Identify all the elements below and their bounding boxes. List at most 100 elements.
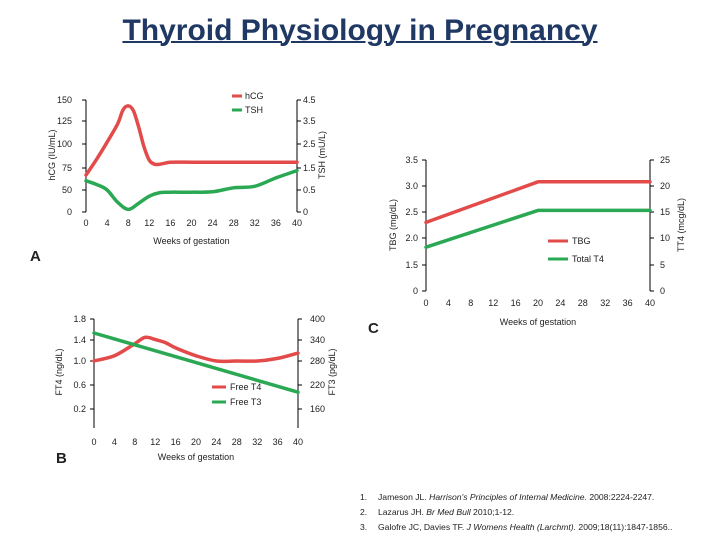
chart-c-x-axis-title: Weeks of gestation [500, 317, 576, 327]
chart-c-left-tick-label: 3.5 [405, 155, 418, 165]
chart-b-x-tick-label: 32 [252, 437, 262, 447]
chart-a-legend-label: hCG [245, 91, 264, 101]
chart-a-series-hcg [84, 104, 299, 177]
chart-b-legend-label: Free T3 [230, 397, 261, 407]
references-list: 1. Jameson JL. Harrison's Principles of … [360, 490, 718, 535]
chart-b-left-tick-label: 1.4 [73, 335, 86, 345]
chart-c-right-axis-title: TT4 (mcg/dL) [676, 198, 686, 252]
chart-a-x-tick-label: 8 [126, 218, 131, 228]
chart-b-legend-label: Free T4 [230, 382, 261, 392]
chart-b-right-tick-label: 280 [310, 356, 325, 366]
chart-c-x-tick-label: 4 [446, 298, 451, 308]
chart-b-x-tick-label: 28 [232, 437, 242, 447]
chart-a-x-tick-label: 0 [83, 218, 88, 228]
chart-c-right-tick-label: 25 [660, 155, 670, 165]
chart-c-left-tick-label: 1.5 [405, 260, 418, 270]
chart-a-left-tick-label: 50 [62, 185, 72, 195]
chart-a-x-tick-label: 4 [105, 218, 110, 228]
chart-c-x-tick-label: 40 [645, 298, 655, 308]
chart-b-right-tick-label: 400 [310, 314, 325, 324]
chart-c-x-tick-label: 20 [533, 298, 543, 308]
chart-b-x-tick-label: 4 [112, 437, 117, 447]
reference-details: 2010;1-12. [470, 507, 515, 517]
slide-title: Thyroid Physiology in Pregnancy [122, 14, 598, 47]
reference-item: 1. Jameson JL. Harrison's Principles of … [360, 490, 718, 505]
chart-b-x-tick-label: 36 [273, 437, 283, 447]
chart-c-x-tick-label: 28 [578, 298, 588, 308]
chart-a-left-tick-label: 75 [62, 163, 72, 173]
reference-authors: Galofre JC, Davies TF. [378, 522, 467, 532]
reference-journal: Harrison's Principles of Internal Medici… [429, 492, 587, 502]
reference-journal: J Womens Health (Larchmt). [466, 522, 577, 532]
chart-b-right-tick-label: 340 [310, 335, 325, 345]
chart-b-left-tick-label: 0.2 [73, 404, 86, 414]
reference-authors: Jameson JL. [378, 492, 430, 502]
reference-number: 1. [360, 492, 368, 502]
chart-b-x-tick-label: 20 [191, 437, 201, 447]
panel-label-a: A [30, 248, 41, 265]
chart-c-right-tick-label: 20 [660, 181, 670, 191]
chart-c-left-axis-title: TBG (mg/dL) [388, 199, 398, 251]
chart-b-left-tick-label: 1.0 [73, 356, 86, 366]
chart-b-right-axis-title: FT3 (pg/dL) [327, 348, 337, 395]
reference-item: 3. Galofre JC, Davies TF. J Womens Healt… [360, 520, 718, 535]
chart-b-x-tick-label: 16 [171, 437, 181, 447]
chart-c-x-tick-label: 0 [423, 298, 428, 308]
chart-a-right-tick-label: 4.5 [303, 95, 316, 105]
chart-c-right-tick-label: 5 [660, 260, 665, 270]
chart-c-right-tick-label: 10 [660, 233, 670, 243]
chart-c-series-total-t4 [424, 208, 652, 249]
chart-a-series-tsh [84, 168, 299, 212]
chart-b-x-tick-label: 0 [91, 437, 96, 447]
chart-a-x-tick-label: 36 [271, 218, 281, 228]
chart-b-left-tick-label: 0.6 [73, 380, 86, 390]
chart-b-left-tick-label: 1.8 [73, 314, 86, 324]
chart-b-right-tick-label: 220 [310, 380, 325, 390]
chart-a-x-tick-label: 28 [229, 218, 239, 228]
chart-a-x-tick-label: 40 [292, 218, 302, 228]
panel-label-b: B [56, 450, 67, 467]
chart-b-x-tick-label: 24 [211, 437, 221, 447]
chart-b-x-axis-title: Weeks of gestation [158, 452, 234, 462]
chart-a-x-tick-label: 24 [208, 218, 218, 228]
chart-a-left-tick-label: 100 [57, 139, 72, 149]
chart-a-right-axis-title: TSH (mU/L) [317, 131, 327, 179]
chart-a-right-tick-label: 0.5 [303, 185, 316, 195]
chart-c-x-tick-label: 24 [555, 298, 565, 308]
chart-b-series-free-t3 [92, 331, 300, 394]
chart-b-x-tick-label: 12 [150, 437, 160, 447]
chart-c-left-tick-label: 2.0 [405, 233, 418, 243]
panel-label-c: C [368, 320, 379, 337]
chart-c-left-tick-label: 0 [413, 286, 418, 296]
chart-b-left-axis-title: FT4 (ng/dL) [54, 348, 64, 395]
chart-c-legend-label: TBG [572, 236, 591, 246]
chart-c-x-tick-label: 12 [488, 298, 498, 308]
reference-number: 2. [360, 507, 368, 517]
chart-c-x-tick-label: 8 [468, 298, 473, 308]
reference-authors: Lazarus JH. [378, 507, 427, 517]
chart-c-x-tick-label: 32 [600, 298, 610, 308]
reference-details: 2009;18(11):1847-1856.. [576, 522, 673, 532]
reference-number: 3. [360, 522, 368, 532]
reference-item: 2. Lazarus JH. Br Med Bull 2010;1-12. [360, 505, 718, 520]
chart-c-x-tick-label: 16 [511, 298, 521, 308]
chart-a-legend-label: TSH [245, 105, 263, 115]
chart-b-x-tick-label: 40 [293, 437, 303, 447]
chart-c-left-tick-label: 3.0 [405, 181, 418, 191]
chart-a-x-tick-label: 12 [144, 218, 154, 228]
chart-a-right-tick-label: 2.5 [303, 139, 316, 149]
chart-c-series-tbg [424, 180, 652, 225]
chart-a-left-tick-label: 0 [67, 207, 72, 217]
reference-details: 2008:2224-2247. [586, 492, 655, 502]
chart-a-x-tick-label: 16 [165, 218, 175, 228]
chart-a-left-tick-label: 125 [57, 116, 72, 126]
chart-c-right-tick-label: 15 [660, 207, 670, 217]
chart-c-right-tick-label: 0 [660, 286, 665, 296]
chart-a-x-tick-label: 20 [186, 218, 196, 228]
chart-c-legend-label: Total T4 [572, 254, 604, 264]
chart-a-right-tick-label: 3.5 [303, 116, 316, 126]
chart-a-x-tick-label: 32 [250, 218, 260, 228]
chart-c-left-tick-label: 2.5 [405, 207, 418, 217]
chart-c-x-tick-label: 36 [623, 298, 633, 308]
